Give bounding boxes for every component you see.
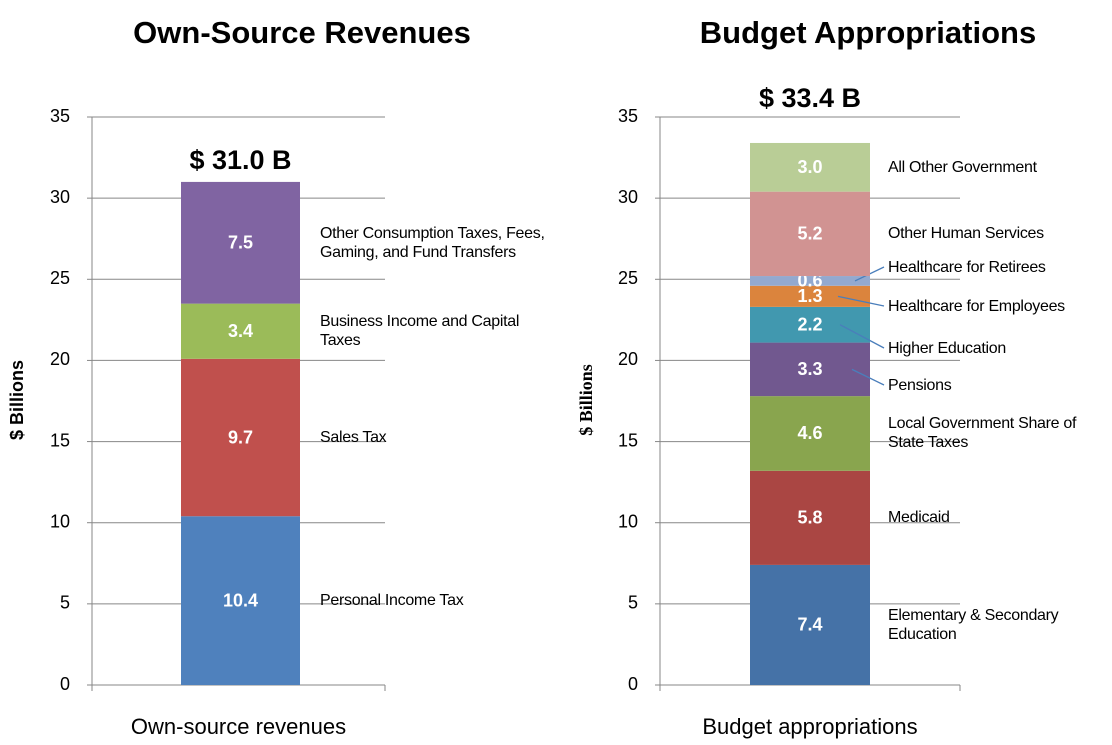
legend-label-box: Medicaid	[888, 478, 1088, 558]
value-label: 10.4	[223, 590, 258, 610]
legend-label-wrap: Sales Tax	[320, 398, 520, 478]
legend-label: Medicaid	[888, 509, 950, 527]
legend-label-wrap: Other Consumption Taxes, Fees, Gaming, a…	[320, 203, 560, 283]
legend-label-box: Sales Tax	[320, 398, 520, 478]
leader-line	[851, 368, 885, 386]
legend-label-wrap: Medicaid	[888, 478, 1088, 558]
bar-segment	[750, 342, 870, 397]
legend-label-wrap: Higher Education	[888, 308, 1088, 388]
y-tick-label: 30	[618, 187, 638, 207]
y-tick-label: 25	[618, 268, 638, 288]
y-tick-label: 20	[50, 349, 70, 369]
leader-line	[839, 324, 885, 349]
y-tick-label: 35	[50, 106, 70, 126]
legend-label: Sales Tax	[320, 429, 387, 446]
bar-segment	[181, 516, 300, 685]
legend-label-box: Healthcare for Employees	[888, 266, 1112, 346]
y-tick-label: 0	[60, 674, 70, 694]
legend-label-box: Business Income and Capital Taxes	[320, 291, 520, 371]
value-label: 9.7	[228, 427, 253, 447]
legend-label: Healthcare for Retirees	[888, 258, 1046, 276]
legend-label-wrap: Elementary & Secondary Education	[888, 585, 1106, 665]
bar-segment	[181, 181, 300, 304]
bar-segment	[750, 564, 870, 685]
legend-label-wrap: All Other Government	[888, 127, 1112, 207]
bar-segment	[750, 191, 870, 277]
y-tick-label: 15	[50, 430, 70, 450]
bar-segment	[750, 142, 870, 192]
legend-label-box: Pensions	[888, 345, 1088, 425]
y-tick-label: 10	[50, 511, 70, 531]
chart-title: Own-Source Revenues	[133, 15, 471, 50]
value-label: 3.4	[228, 321, 253, 341]
value-label: 7.5	[228, 233, 253, 253]
y-tick-label: 10	[618, 511, 638, 531]
legend-label-box: Elementary & Secondary Education	[888, 585, 1106, 665]
bar-segment	[181, 358, 300, 517]
legend-label: Healthcare for Employees	[888, 297, 1065, 315]
legend-label-wrap: Business Income and Capital Taxes	[320, 291, 520, 371]
chart-title: Budget Appropriations	[700, 15, 1036, 50]
value-label: 4.6	[797, 423, 822, 443]
bar-segment	[750, 396, 870, 471]
y-tick-label: 0	[628, 674, 638, 694]
bar-segment	[750, 285, 870, 307]
y-tick-label: 30	[50, 187, 70, 207]
legend-label: Higher Education	[888, 339, 1006, 357]
total-label: $ 33.4 B	[759, 83, 861, 113]
legend-label: Personal Income Tax	[320, 592, 464, 610]
value-label: 3.0	[797, 157, 822, 177]
legend-label: Local Government Share of State Taxes	[888, 415, 1077, 452]
bar-segment	[750, 276, 870, 286]
legend-label-wrap: Healthcare for Retirees	[888, 227, 1112, 307]
legend-label-box: Local Government Share of State Taxes	[888, 393, 1106, 473]
value-label: 3.3	[797, 359, 822, 379]
y-tick-label: 35	[618, 106, 638, 126]
bar-segment	[750, 306, 870, 343]
x-tick-label: Own-source revenues	[131, 714, 346, 739]
bar-segment	[750, 470, 870, 565]
legend-label-box: Personal Income Tax	[320, 561, 560, 641]
y-tick-label: 5	[60, 593, 70, 613]
legend-label: Other Consumption Taxes, Fees, Gaming, a…	[320, 224, 545, 261]
x-tick-label: Budget appropriations	[702, 714, 917, 739]
legend-label-wrap: Pensions	[888, 345, 1088, 425]
y-axis-label: $ Billions	[576, 364, 596, 436]
y-tick-label: 20	[618, 349, 638, 369]
value-label: 2.2	[797, 314, 822, 334]
legend-label-wrap: Other Human Services	[888, 194, 1112, 274]
legend-label-box: Other Human Services	[888, 194, 1112, 274]
y-axis-label: $ Billions	[7, 360, 27, 440]
leader-line	[837, 295, 885, 307]
legend-label-box: Higher Education	[888, 308, 1088, 388]
value-label: 7.4	[797, 615, 822, 635]
legend-label-box: Other Consumption Taxes, Fees, Gaming, a…	[320, 203, 560, 283]
y-tick-label: 5	[628, 593, 638, 613]
y-tick-label: 15	[618, 430, 638, 450]
legend-label-wrap: Local Government Share of State Taxes	[888, 393, 1106, 473]
legend-label-wrap: Healthcare for Employees	[888, 266, 1112, 346]
y-tick-label: 25	[50, 268, 70, 288]
legend-label: Business Income and Capital Taxes	[320, 313, 520, 350]
legend-label-box: All Other Government	[888, 127, 1112, 207]
value-label: 5.2	[797, 224, 822, 244]
value-label: 5.8	[797, 508, 822, 528]
total-label: $ 31.0 B	[189, 145, 291, 175]
legend-label: Pensions	[888, 376, 952, 394]
bar-segment	[181, 303, 300, 359]
legend-label: Other Human Services	[888, 225, 1044, 243]
legend-label-box: Healthcare for Retirees	[888, 227, 1112, 307]
legend-label-wrap: Personal Income Tax	[320, 561, 560, 641]
legend-label: All Other Government	[888, 158, 1037, 176]
value-label: 1.3	[797, 286, 822, 306]
legend-label: Elementary & Secondary Education	[888, 606, 1059, 643]
